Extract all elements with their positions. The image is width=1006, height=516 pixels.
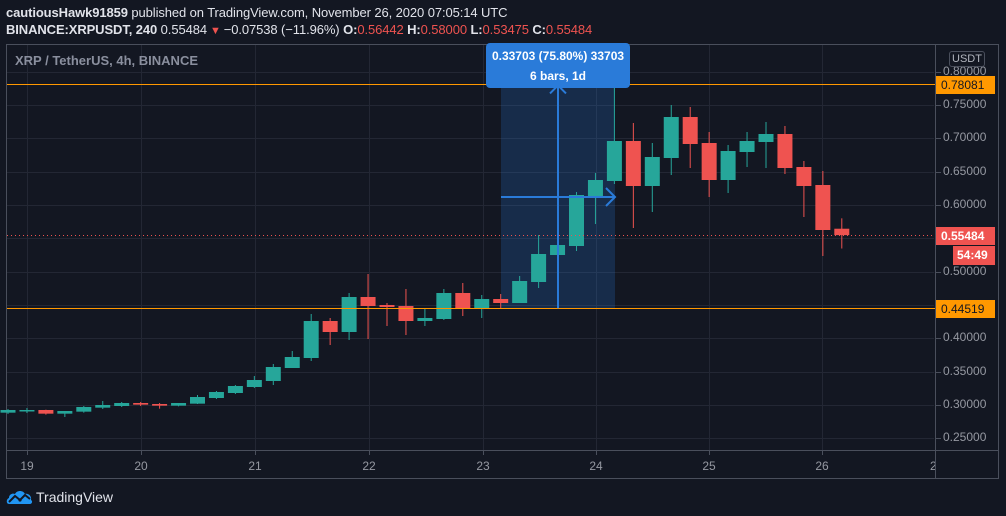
price-tick-label: 0.60000	[943, 196, 987, 211]
candle-up	[587, 179, 603, 196]
time-tick-label: 21	[248, 459, 262, 473]
price-tick-label: 0.30000	[943, 397, 987, 411]
price-tick-label: 0.80000	[943, 63, 987, 78]
candle-down	[133, 403, 149, 405]
candle-down	[322, 320, 338, 332]
candle-down	[493, 298, 509, 303]
published-text: published on TradingView.com, November 2…	[127, 5, 508, 20]
low-label: L:	[470, 22, 483, 37]
candle-up	[95, 405, 111, 408]
current-price-label: 0.55484	[936, 227, 995, 245]
arrow-right-icon	[605, 187, 617, 207]
upper-line-price-label: 0.78081	[936, 76, 995, 94]
candle-down	[796, 166, 812, 186]
candle-up	[739, 140, 755, 152]
time-tick-label: 24	[589, 459, 603, 473]
tradingview-cloud-icon	[6, 491, 33, 504]
publish-info: cautiousHawk91859 published on TradingVi…	[6, 5, 508, 20]
author-name[interactable]: cautiousHawk91859	[6, 5, 128, 20]
candle-up	[531, 253, 547, 282]
candle-up	[0, 410, 16, 413]
price-change: −0.07538 (−11.96%)	[223, 22, 340, 37]
candle-down	[625, 140, 641, 186]
symbol-info: BINANCE:XRPUSDT, 240 0.55484 ▼ −0.07538 (−…	[6, 22, 592, 37]
currency-button[interactable]: USDT	[949, 51, 985, 67]
candle-up	[720, 150, 736, 180]
candle-down	[701, 142, 717, 180]
candle-down	[834, 228, 850, 236]
time-tick-label: 23	[476, 459, 490, 473]
high-value: 0.58000	[420, 22, 467, 37]
last-price: 0.55484	[160, 22, 207, 37]
candle-down	[777, 133, 793, 168]
candle-down	[152, 404, 168, 406]
chart-watermark: XRP / TetherUS, 4h, BINANCE	[15, 53, 198, 68]
candle-down	[38, 410, 54, 414]
open-value: 0.56442	[357, 22, 404, 37]
measure-price-change: 0.33703 (75.80%) 33703	[491, 49, 625, 63]
candle-up	[208, 391, 224, 398]
candle-up	[758, 133, 774, 142]
price-tick-label: 0.40000	[943, 330, 987, 345]
candle-up	[76, 407, 92, 412]
candle-up	[474, 298, 490, 309]
price-tick-label: 0.50000	[943, 263, 987, 278]
time-tick-label: 22	[362, 459, 376, 473]
tradingview-brand: TradingView	[36, 488, 114, 505]
candle-up	[512, 280, 528, 303]
price-tick-label: 0.65000	[943, 163, 987, 178]
candle-up	[644, 156, 660, 186]
close-value: 0.55484	[545, 22, 593, 37]
high-label: H:	[407, 22, 421, 37]
measure-bars-duration: 6 bars, 1d	[529, 69, 587, 83]
candle-up	[303, 320, 319, 358]
down-arrow-icon: ▼	[209, 25, 221, 37]
candle-up	[436, 292, 452, 319]
candle-down	[379, 304, 395, 307]
bar-countdown-label: 54:49	[953, 246, 995, 265]
candle-up	[171, 403, 187, 406]
candle-up	[190, 396, 205, 404]
price-tick-label: 0.75000	[943, 96, 987, 111]
symbol-name: BINANCE:XRPUSDT, 240	[6, 22, 158, 37]
time-tick-label: 19	[20, 459, 34, 473]
low-value: 0.53475	[482, 22, 529, 37]
candle-up	[663, 116, 679, 158]
candle-down	[682, 116, 698, 144]
candle-up	[341, 296, 357, 332]
candle-up	[265, 366, 281, 381]
candle-up	[57, 411, 73, 414]
candle-down	[360, 296, 376, 306]
measure-tool-label[interactable]: 0.33703 (75.80%) 33703 6 bars, 1d	[486, 43, 630, 88]
candle-up	[569, 194, 584, 246]
candle-up	[19, 410, 35, 412]
time-tick-label: 25	[702, 459, 716, 473]
candle-up	[417, 317, 433, 321]
open-label: O:	[343, 22, 358, 37]
candle-up	[227, 385, 243, 393]
price-tick-label: 0.35000	[943, 363, 987, 378]
time-tick-label: 20	[134, 459, 148, 473]
candle-up	[246, 379, 262, 387]
close-label: C:	[532, 22, 546, 37]
candle-down	[398, 305, 414, 321]
lower-line-price-label: 0.44519	[936, 300, 995, 318]
price-tick-label: 0.25000	[943, 430, 987, 445]
candle-up	[114, 403, 130, 406]
time-tick-label: 2	[930, 459, 935, 473]
tradingview-logo[interactable]: TradingView	[6, 488, 113, 505]
candle-down	[815, 184, 831, 230]
price-tick-label: 0.70000	[943, 130, 987, 145]
time-tick-label: 26	[815, 459, 829, 473]
candle-up	[284, 356, 300, 368]
candle-down	[455, 292, 471, 309]
candle-up	[606, 140, 622, 181]
